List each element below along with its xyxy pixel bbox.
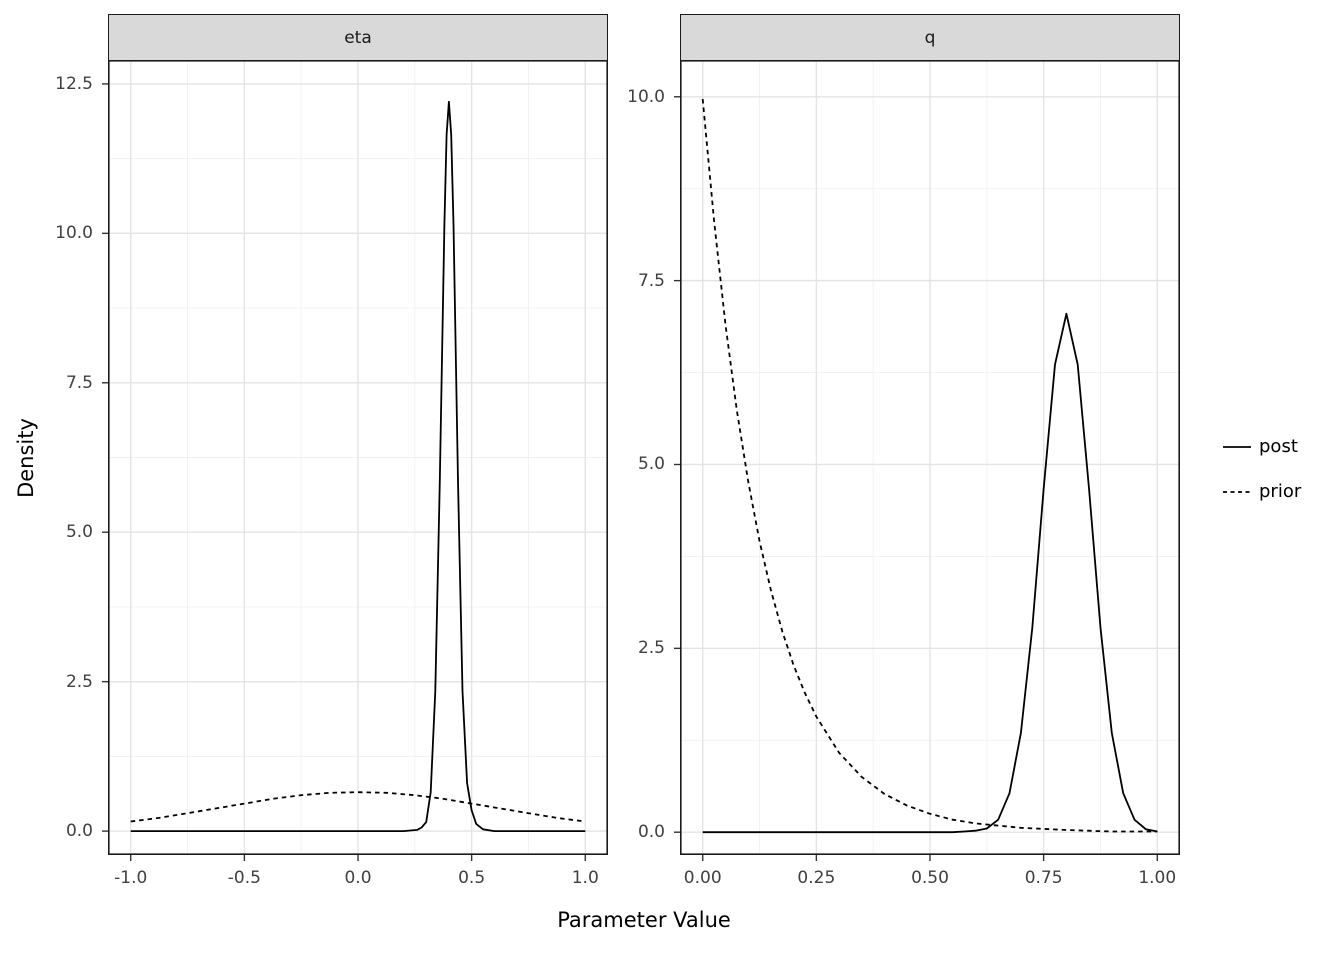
facet-strip-eta: eta <box>108 14 608 60</box>
y-tick-label: 0.0 <box>637 822 665 843</box>
panel-eta <box>102 60 608 861</box>
panel-q <box>674 60 1180 861</box>
density-curve-q-post <box>702 312 1158 834</box>
y-tick-label: 0.0 <box>65 821 93 842</box>
x-tick-label: 0.0 <box>344 868 372 888</box>
density-curve-eta-prior <box>130 791 586 823</box>
facet-q: q 0.0 2.5 5.0 7.5 10.0 0.00 0.25 0.50 0.75 1.00 <box>605 14 1186 894</box>
dashed-line-key-icon <box>1223 490 1251 493</box>
panel-border <box>108 60 608 856</box>
y-tick-label: 2.5 <box>637 638 665 659</box>
x-tick-label: 0.25 <box>797 868 836 888</box>
y-tick-label: 12.5 <box>55 73 93 94</box>
x-tick-label: 1.0 <box>571 868 599 888</box>
density-curve-eta-post <box>130 100 586 832</box>
y-tick-label: 5.0 <box>637 454 665 475</box>
y-tick-label: 7.5 <box>637 270 665 291</box>
panel-border <box>680 60 1180 856</box>
legend-item-post: post <box>1222 424 1301 469</box>
y-tick-label: 2.5 <box>65 671 93 692</box>
y-tick-label: 5.0 <box>65 522 93 543</box>
facet-strip-q: q <box>680 14 1180 60</box>
y-tick-label: 10.0 <box>55 223 93 244</box>
x-axis-title: Parameter Value <box>557 908 731 932</box>
legend-label-prior: prior <box>1259 481 1302 502</box>
y-tick-label: 10.0 <box>627 86 665 107</box>
x-tick-label: 0.75 <box>1024 868 1063 888</box>
x-tick-label: 0.00 <box>683 868 722 888</box>
legend-item-prior: prior <box>1222 469 1301 514</box>
x-tick-label: 0.50 <box>911 868 949 888</box>
density-curve-q-prior <box>701 98 1158 833</box>
solid-line-key-icon <box>1223 445 1251 448</box>
legend: post prior <box>1222 424 1301 514</box>
x-tick-label: -1.0 <box>114 868 148 888</box>
x-tick-label: 1.00 <box>1138 868 1177 888</box>
legend-label-post: post <box>1259 436 1298 457</box>
y-tick-label: 7.5 <box>65 372 93 393</box>
x-tick-label: 0.5 <box>458 868 486 888</box>
facet-eta: eta 0.0 2.5 5.0 7.5 10.0 12.5 -1.0 -0.5 0.0 0.5 1… <box>33 14 614 894</box>
x-tick-label: -0.5 <box>227 868 261 888</box>
